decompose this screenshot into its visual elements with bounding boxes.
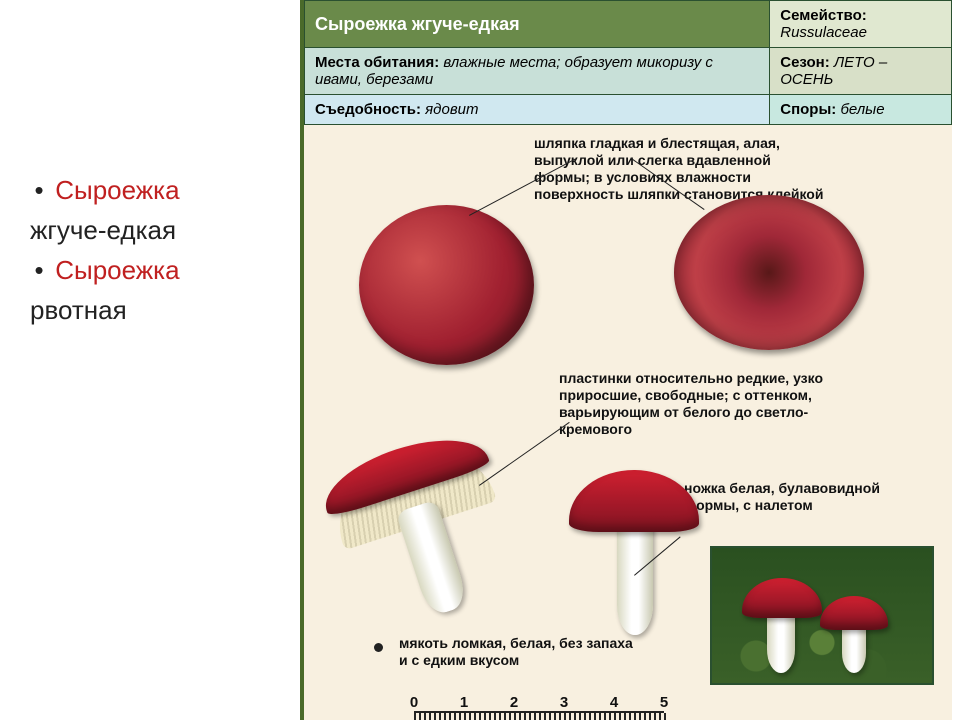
ruler-number: 4 — [610, 694, 618, 711]
bullet-dot: • — [30, 250, 48, 290]
ruler-number: 1 — [460, 694, 468, 711]
left-bullets: • Сыроежка жгуче-едкая • Сыроежка рвотна… — [30, 170, 290, 330]
page: • Сыроежка жгуче-едкая • Сыроежка рвотна… — [0, 0, 960, 720]
callout-line — [479, 422, 570, 486]
annotation-gills: пластинки относительно редкие, узко прир… — [559, 370, 849, 438]
family-cell: Семейство: Russulaceae — [770, 1, 952, 48]
encyclopedia-panel: Сыроежка жгуче-едкая Семейство: Russulac… — [300, 0, 952, 720]
table-row: Сыроежка жгуче-едкая Семейство: Russulac… — [305, 1, 952, 48]
bullet-1b: жгуче-едкая — [30, 210, 290, 250]
season-cell: Сезон: ЛЕТО – ОСЕНЬ — [770, 48, 952, 95]
bullet-2: • Сыроежка — [30, 250, 290, 290]
annotation-flesh: мякоть ломкая, белая, без запаха и с едк… — [399, 635, 639, 669]
spores-cell: Споры: белые — [770, 95, 952, 125]
bullet-dot: • — [30, 170, 48, 210]
bullet-icon — [374, 643, 383, 652]
table-row: Съедобность: ядовит Споры: белые — [305, 95, 952, 125]
bullet-1: • Сыроежка — [30, 170, 290, 210]
edibility-value: ядовит — [425, 101, 478, 118]
species-title: Сыроежка жгуче-едкая — [305, 1, 770, 48]
ruler-bar — [414, 711, 664, 720]
bullet-black-1: жгуче-едкая — [30, 215, 176, 245]
mushroom-cap-top-1 — [359, 205, 534, 365]
bullet-black-2: рвотная — [30, 295, 127, 325]
edibility-cell: Съедобность: ядовит — [305, 95, 770, 125]
diagram-area: шляпка гладкая и блестящая, алая, выпукл… — [304, 125, 952, 720]
scale-ruler: 012345 — [414, 693, 664, 720]
habitat-cell: Места обитания: влажные места; образует … — [305, 48, 770, 95]
ruler-number: 0 — [410, 694, 418, 711]
spores-value: белые — [840, 101, 884, 118]
ruler-tick — [464, 713, 466, 720]
ruler-number: 3 — [560, 694, 568, 711]
ruler-number: 2 — [510, 694, 518, 711]
ruler-tick — [564, 713, 566, 720]
family-label: Семейство: — [780, 7, 867, 24]
family-value: Russulaceae — [780, 24, 867, 41]
habitat-photo — [710, 546, 934, 685]
edibility-label: Съедобность: — [315, 101, 421, 118]
ruler-tick — [614, 713, 616, 720]
habitat-label: Места обитания: — [315, 54, 439, 71]
ruler-tick — [664, 713, 666, 720]
annotation-stem: ножка белая, булавовидной формы, с налет… — [684, 480, 904, 514]
info-table: Сыроежка жгуче-едкая Семейство: Russulac… — [304, 0, 952, 125]
spores-label: Споры: — [780, 101, 836, 118]
ruler-tick — [514, 713, 516, 720]
ruler-number: 5 — [660, 694, 668, 711]
bullet-2b: рвотная — [30, 290, 290, 330]
bullet-red-1: Сыроежка — [55, 175, 179, 205]
season-label: Сезон: — [780, 54, 829, 71]
bullet-red-2: Сыроежка — [55, 255, 179, 285]
table-row: Места обитания: влажные места; образует … — [305, 48, 952, 95]
mushroom-side-gills — [311, 422, 538, 649]
mushroom-cap-top-2 — [674, 195, 864, 350]
mushroom-side — [569, 470, 699, 640]
ruler-tick — [414, 713, 416, 720]
